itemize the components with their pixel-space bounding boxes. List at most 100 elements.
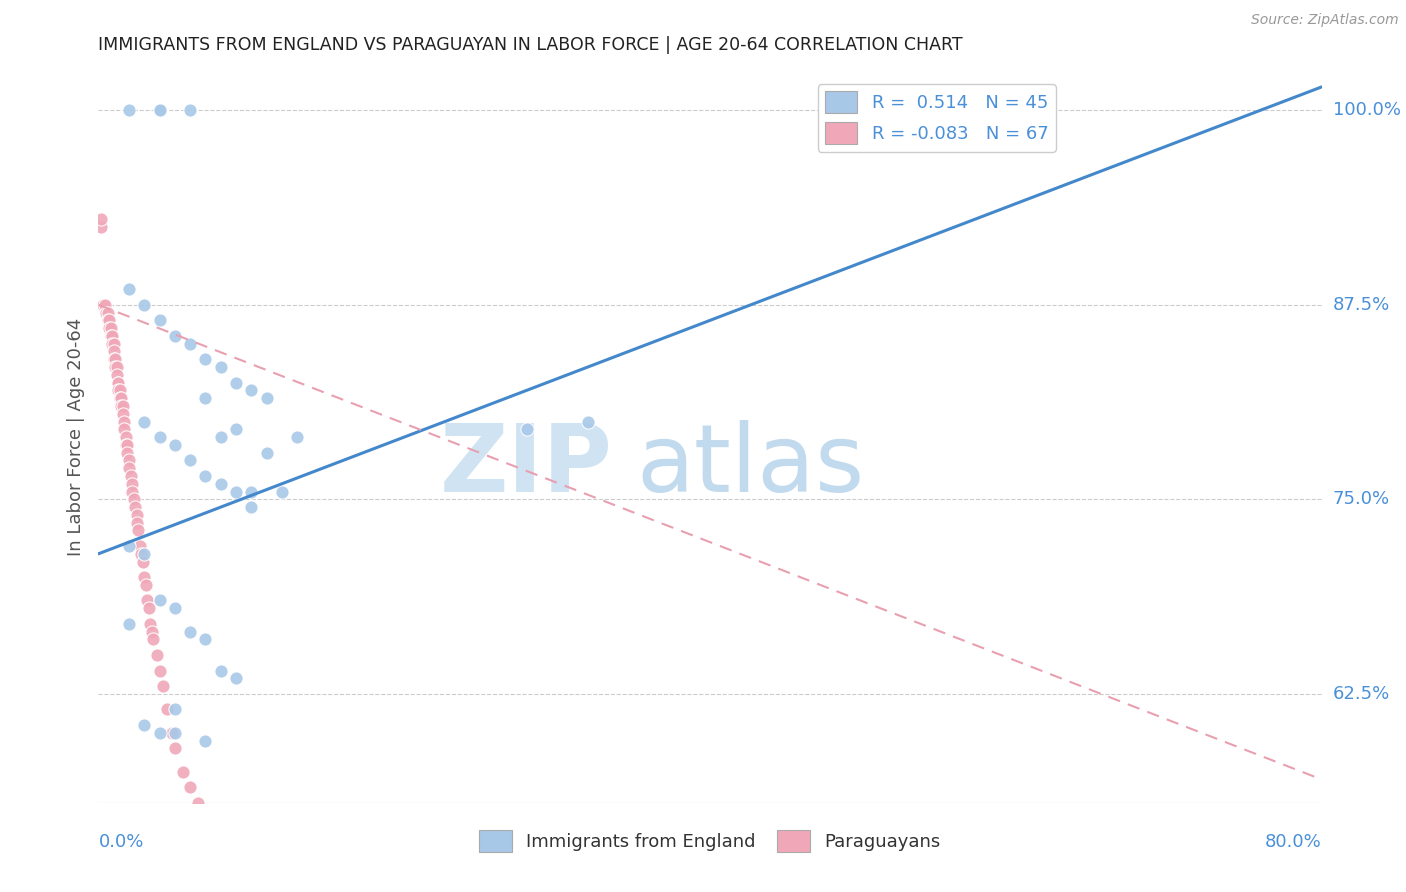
Text: IMMIGRANTS FROM ENGLAND VS PARAGUAYAN IN LABOR FORCE | AGE 20-64 CORRELATION CHA: IMMIGRANTS FROM ENGLAND VS PARAGUAYAN IN… [98, 36, 963, 54]
Point [111, 407, 134, 421]
Point [134, 415, 156, 429]
Point [141, 624, 163, 639]
Point [240, 484, 263, 499]
Point [125, 516, 148, 530]
Point [135, 578, 157, 592]
Point [115, 430, 138, 444]
Point [125, 508, 148, 522]
Text: ZIP: ZIP [439, 420, 612, 512]
Point [112, 422, 135, 436]
Point [285, 430, 308, 444]
Point [145, 648, 167, 662]
Point [225, 671, 247, 685]
Point [134, 298, 156, 312]
Text: 62.5%: 62.5% [1333, 685, 1391, 703]
Point [149, 313, 172, 327]
Point [163, 725, 186, 739]
Point [121, 476, 143, 491]
Point [194, 469, 217, 483]
Text: 80.0%: 80.0% [1265, 833, 1322, 851]
Point [121, 484, 143, 499]
Point [124, 500, 146, 515]
Point [163, 601, 186, 615]
Text: Source: ZipAtlas.com: Source: ZipAtlas.com [1251, 13, 1399, 28]
Point [134, 718, 156, 732]
Point [103, 336, 125, 351]
Text: atlas: atlas [637, 420, 865, 512]
Point [256, 445, 278, 459]
Point [110, 399, 132, 413]
Point [240, 500, 263, 515]
Point [93, 298, 115, 312]
Point [225, 484, 247, 499]
Point [134, 547, 156, 561]
Point [115, 438, 138, 452]
Point [128, 539, 150, 553]
Point [156, 702, 179, 716]
Point [194, 352, 217, 367]
Point [152, 679, 174, 693]
Point [209, 827, 232, 841]
Point [134, 570, 156, 584]
Point [90, 219, 112, 234]
Point [107, 376, 129, 390]
Point [127, 524, 149, 538]
Point [179, 624, 201, 639]
Point [194, 391, 217, 405]
Point [100, 329, 122, 343]
Point [194, 632, 217, 647]
Point [202, 819, 225, 833]
Point [90, 212, 112, 227]
Text: 87.5%: 87.5% [1333, 296, 1391, 314]
Point [111, 399, 134, 413]
Point [105, 359, 128, 374]
Point [149, 664, 172, 678]
Y-axis label: In Labor Force | Age 20-64: In Labor Force | Age 20-64 [66, 318, 84, 557]
Point [225, 376, 247, 390]
Point [516, 422, 538, 436]
Point [103, 352, 125, 367]
Point [108, 391, 131, 405]
Point [97, 313, 120, 327]
Point [194, 733, 217, 747]
Point [270, 484, 292, 499]
Point [142, 632, 165, 647]
Point [107, 376, 129, 390]
Point [179, 103, 201, 118]
Point [576, 415, 599, 429]
Point [118, 616, 141, 631]
Point [149, 103, 172, 118]
Point [120, 469, 142, 483]
Point [163, 702, 186, 716]
Point [149, 725, 172, 739]
Point [105, 368, 128, 382]
Point [108, 384, 131, 398]
Point [172, 764, 194, 779]
Point [91, 298, 114, 312]
Point [163, 329, 186, 343]
Point [163, 438, 186, 452]
Point [209, 476, 232, 491]
Point [136, 593, 159, 607]
Text: 0.0%: 0.0% [98, 833, 143, 851]
Point [209, 430, 232, 444]
Point [117, 438, 139, 452]
Point [209, 359, 232, 374]
Point [160, 725, 183, 739]
Point [138, 601, 160, 615]
Point [163, 741, 186, 756]
Point [187, 796, 209, 810]
Text: 75.0%: 75.0% [1333, 491, 1391, 508]
Point [129, 547, 152, 561]
Point [256, 391, 278, 405]
Point [112, 415, 135, 429]
Point [117, 445, 139, 459]
Point [209, 664, 232, 678]
Point [104, 359, 127, 374]
Point [103, 344, 125, 359]
Point [107, 384, 129, 398]
Point [97, 305, 120, 319]
Legend: Immigrants from England, Paraguayans: Immigrants from England, Paraguayans [472, 823, 948, 860]
Point [149, 593, 172, 607]
Point [98, 313, 121, 327]
